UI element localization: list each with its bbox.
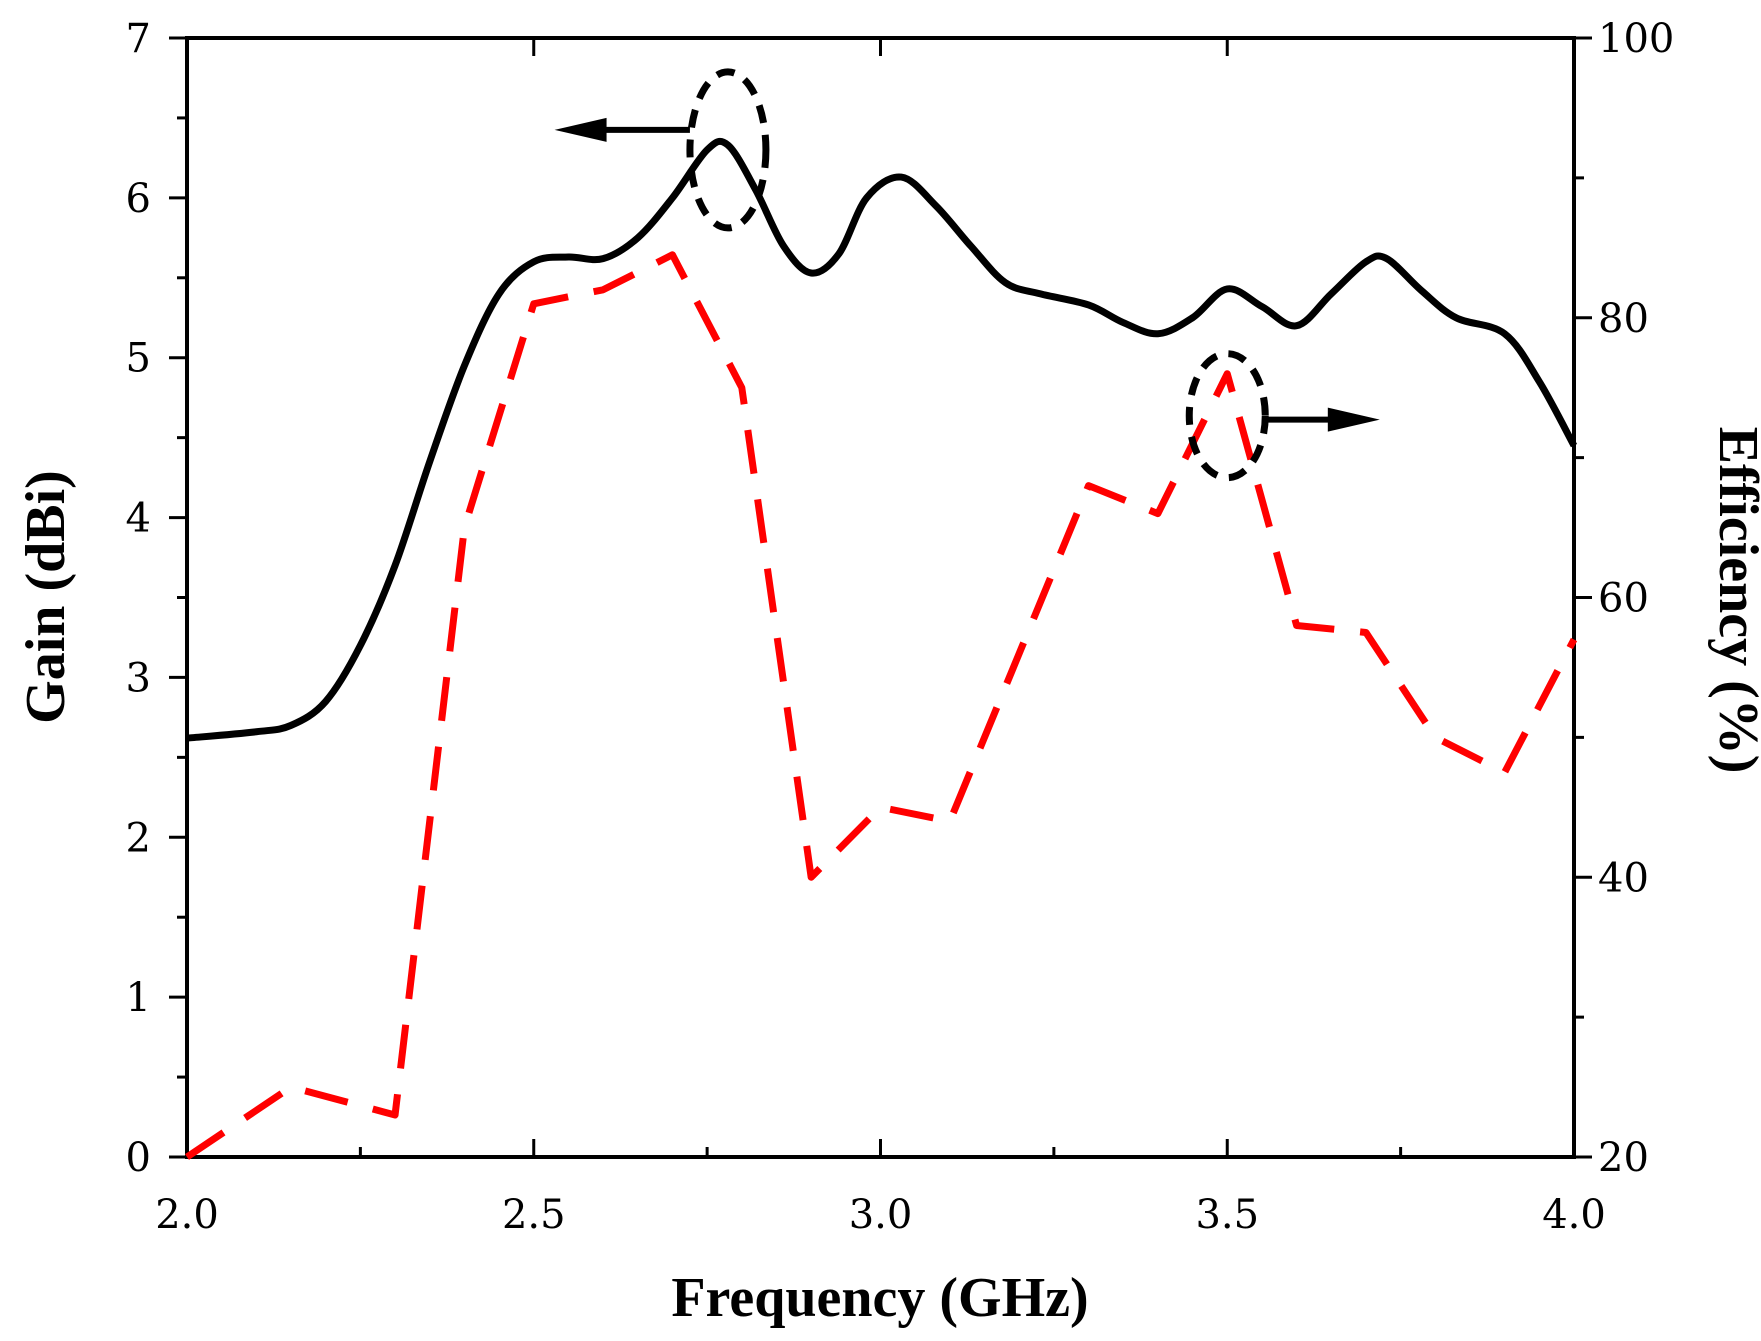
tick-group: 2.0 2.5 3.0 3.5 4.0 0 1 2 3 4 5 6 7 20 40 60 80 100 bbox=[126, 16, 1675, 1238]
right-tick-label: 40 bbox=[1598, 855, 1649, 901]
efficiency-ellipse-annotation bbox=[1185, 350, 1269, 482]
right-arrow-head bbox=[1327, 407, 1380, 432]
x-tick-label: 3.5 bbox=[1195, 1192, 1259, 1238]
x-tick-label: 2.0 bbox=[155, 1192, 219, 1238]
annotation-group bbox=[554, 68, 1380, 482]
x-tick-label: 3.0 bbox=[849, 1192, 913, 1238]
plot-area bbox=[185, 36, 1576, 1159]
left-arrow-head bbox=[554, 117, 607, 142]
left-axis-title: Gain (dBi) bbox=[15, 470, 77, 724]
right-tick-label: 60 bbox=[1598, 576, 1649, 622]
right-axis-title: Efficiency (%) bbox=[1707, 427, 1761, 774]
right-tick-label: 20 bbox=[1598, 1135, 1649, 1181]
series-group bbox=[185, 137, 1578, 1160]
gain-ellipse-annotation bbox=[686, 68, 770, 232]
left-tick-label: 4 bbox=[126, 496, 151, 542]
left-tick-label: 0 bbox=[126, 1135, 151, 1181]
plot-frame bbox=[185, 36, 1576, 1159]
x-axis-title: Frequency (GHz) bbox=[671, 1267, 1088, 1329]
series-line-gain bbox=[186, 137, 1578, 742]
left-tick-label: 1 bbox=[126, 975, 151, 1021]
left-tick-label: 7 bbox=[126, 16, 151, 62]
left-tick-label: 6 bbox=[126, 176, 151, 222]
x-tick-label: 2.5 bbox=[502, 1192, 566, 1238]
series-line-efficiency bbox=[185, 251, 1578, 1160]
left-tick-label: 5 bbox=[126, 336, 151, 382]
left-tick-label: 3 bbox=[126, 655, 151, 701]
x-tick-label: 4.0 bbox=[1542, 1192, 1606, 1238]
right-tick-label: 100 bbox=[1598, 16, 1674, 62]
left-tick-label: 2 bbox=[126, 815, 151, 861]
right-tick-label: 80 bbox=[1598, 296, 1649, 342]
